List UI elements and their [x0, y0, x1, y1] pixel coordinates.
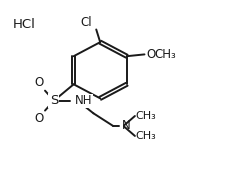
Text: Cl: Cl [80, 16, 92, 29]
Text: HCl: HCl [13, 18, 36, 31]
Text: O: O [35, 112, 44, 125]
Text: O: O [146, 48, 155, 61]
Text: N: N [121, 119, 130, 132]
Text: NH: NH [74, 94, 92, 107]
Text: CH₃: CH₃ [135, 111, 155, 121]
Text: O: O [35, 76, 44, 89]
Text: CH₃: CH₃ [135, 131, 155, 141]
Text: CH₃: CH₃ [154, 48, 176, 61]
Text: S: S [49, 94, 58, 107]
